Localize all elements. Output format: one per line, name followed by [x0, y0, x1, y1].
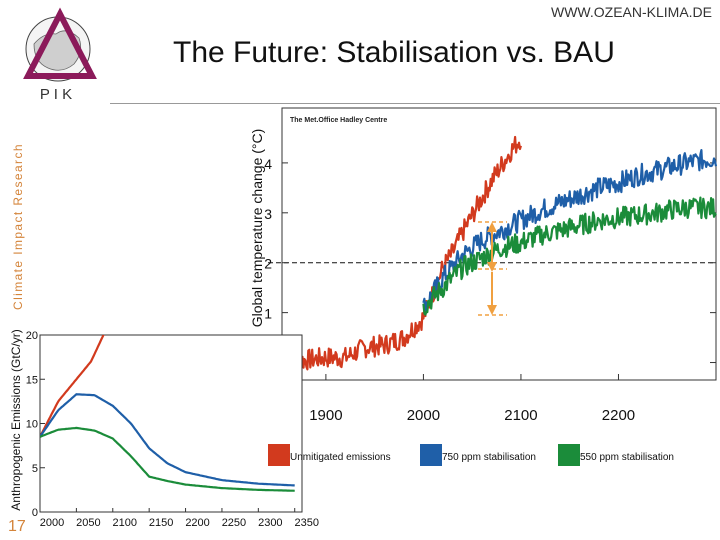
emissions-x-tick-label: 2200	[185, 517, 209, 529]
side-label: Climate Impact Research	[11, 143, 25, 310]
logo-text: P I K	[40, 86, 72, 103]
temperature-chart: The Met.Office Hadley Centre 01234190020…	[249, 107, 718, 424]
website-url[interactable]: WWW.OZEAN-KLIMA.DE	[551, 4, 712, 20]
temperature-x-tick-label: 2100	[504, 407, 537, 424]
temperature-y-axis-label: Global temperature change (°C)	[249, 129, 265, 328]
temperature-y-tick-label: 3	[264, 206, 272, 222]
temperature-y-tick-label: 1	[264, 306, 272, 322]
emissions-y-tick-label: 5	[32, 463, 38, 475]
legend-swatch-unmitigated	[268, 444, 290, 466]
emissions-y-tick-label: 15	[26, 374, 38, 386]
pik-logo: P I K	[23, 7, 97, 103]
legend-label-unmitigated: Unmitigated emissions	[290, 452, 391, 463]
emissions-series-750ppm	[40, 393, 295, 487]
chart-legend: Unmitigated emissions 750 ppm stabilisati…	[268, 444, 674, 466]
hadley-centre-label: The Met.Office Hadley Centre	[290, 117, 387, 124]
side-label-text: Climate Impact Research	[11, 143, 25, 310]
temperature-series-750ppm	[422, 149, 718, 316]
emissions-y-tick-label: 10	[26, 419, 38, 431]
page-title: The Future: Stabilisation vs. BAU	[173, 36, 615, 69]
emissions-x-tick-label: 2250	[222, 517, 246, 529]
temperature-y-tick-label: 4	[264, 156, 272, 172]
emissions-x-tick-label: 2150	[149, 517, 173, 529]
range-arrow	[478, 221, 507, 316]
emissions-x-tick-label: 2300	[258, 517, 282, 529]
emissions-x-tick-label: 2050	[76, 517, 100, 529]
emissions-chart: 0 5 10 15 20 2000 2050 2100 2150 2200 2250 2300 2350…	[9, 329, 319, 529]
legend-swatch-550ppm	[558, 444, 580, 466]
temperature-x-tick-label: 2000	[407, 407, 440, 424]
emissions-y-tick-label: 0	[32, 507, 38, 519]
temperature-x-tick-label: 2200	[602, 407, 635, 424]
temperature-series-unmitigated	[285, 135, 522, 372]
header-divider	[110, 103, 720, 104]
legend-label-750ppm: 750 ppm stabilisation	[442, 452, 536, 463]
emissions-y-tick-label: 20	[26, 330, 38, 342]
emissions-x-tick-label: 2100	[113, 517, 137, 529]
slide-number: 17	[8, 518, 26, 535]
temperature-y-tick-label: 2	[264, 256, 272, 272]
temperature-x-tick-label: 1900	[309, 407, 342, 424]
emissions-series-550ppm	[40, 426, 295, 492]
temperature-plot-frame	[281, 107, 717, 381]
legend-swatch-750ppm	[420, 444, 442, 466]
emissions-y-axis-label: Anthropogenic Emissions (GtC/yr)	[9, 329, 23, 510]
emissions-series-unmitigated	[40, 335, 105, 438]
legend-label-550ppm: 550 ppm stabilisation	[580, 452, 674, 463]
logo-triangle	[23, 7, 97, 79]
emissions-x-tick-label: 2350	[294, 517, 318, 529]
temperature-series-550ppm	[422, 196, 717, 316]
emissions-x-tick-label: 2000	[40, 517, 64, 529]
emissions-plot-frame	[39, 334, 303, 513]
